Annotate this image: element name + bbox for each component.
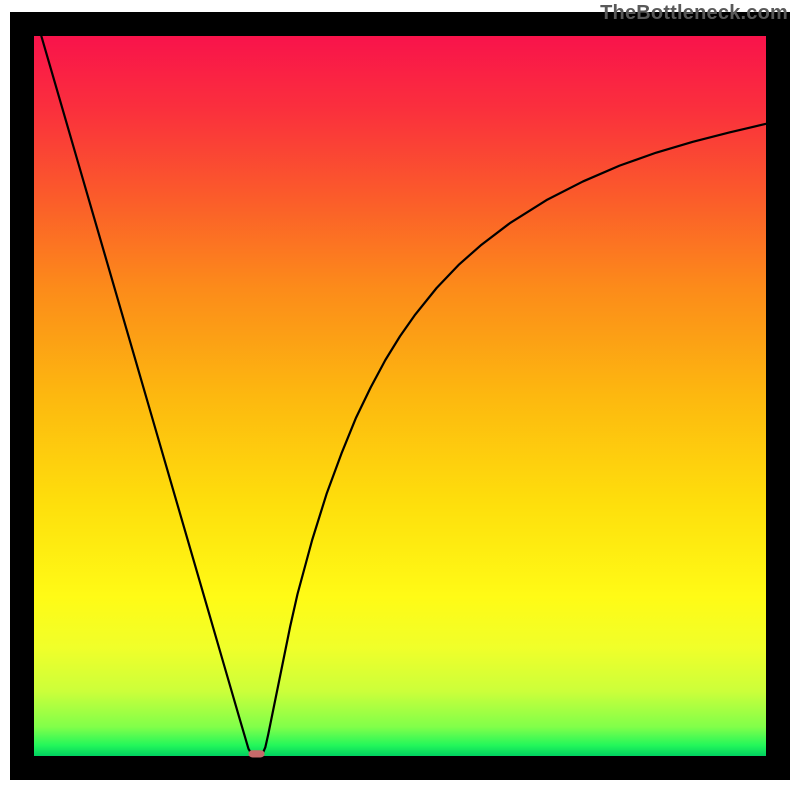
plot-background xyxy=(34,36,766,756)
watermark-label: TheBottleneck.com xyxy=(600,2,788,25)
optimal-marker xyxy=(248,750,264,757)
chart-container: TheBottleneck.com xyxy=(0,0,800,800)
bottleneck-chart xyxy=(0,0,800,800)
